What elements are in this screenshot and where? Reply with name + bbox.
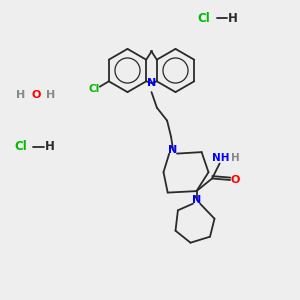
Text: N: N (147, 78, 156, 88)
Text: O: O (230, 175, 240, 185)
Text: H: H (231, 153, 240, 163)
Text: NH: NH (212, 153, 230, 163)
Text: H: H (46, 89, 56, 100)
Text: N: N (169, 145, 178, 155)
Text: O: O (31, 89, 41, 100)
Text: Cl: Cl (88, 84, 99, 94)
Text: N: N (192, 195, 201, 205)
Text: H: H (45, 140, 54, 154)
Text: Cl: Cl (198, 11, 210, 25)
Text: Cl: Cl (15, 140, 27, 154)
Text: H: H (16, 89, 26, 100)
Text: H: H (228, 11, 237, 25)
